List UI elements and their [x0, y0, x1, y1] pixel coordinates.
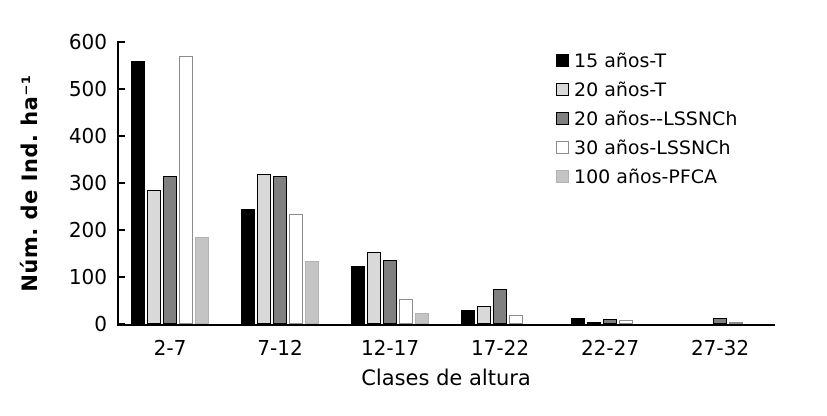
legend-swatch-100-a-os-pfca [556, 170, 569, 183]
y-tick-label-200: 200 [68, 218, 107, 242]
legend-label-15-a-os-t: 15 años-T [574, 49, 667, 72]
legend-item-20-a-os-t: 20 años-T [556, 75, 737, 104]
bar-30-a-os-lssnch-27-32 [729, 322, 743, 324]
x-tick-label-12-17: 12-17 [360, 336, 420, 360]
y-tick-label-500: 500 [68, 77, 107, 101]
y-tick-label-100: 100 [68, 265, 107, 289]
x-tick-label-27-32: 27-32 [690, 336, 750, 360]
x-axis-line [117, 324, 775, 326]
bar-20-a-os-lssnch-17-22 [493, 289, 507, 324]
legend-item-30-a-os-lssnch: 30 años-LSSNCh [556, 133, 737, 162]
legend-label-100-a-os-pfca: 100 años-PFCA [574, 165, 718, 188]
x-axis-title: Clases de altura [361, 366, 531, 390]
bar-15-a-os-t-12-17 [351, 266, 365, 324]
legend-label-20-a-os-t: 20 años-T [574, 78, 667, 101]
x-tick-label-22-27: 22-27 [580, 336, 640, 360]
x-tick-label-17-22: 17-22 [470, 336, 530, 360]
x-tick-label-2-7: 2-7 [153, 336, 187, 360]
legend: 15 años-T 20 años-T 20 años--LSSNCh 30 años… [556, 46, 737, 191]
bar-20-a-os-t-12-17 [367, 252, 381, 324]
y-tick-label-400: 400 [68, 124, 107, 148]
bar-15-a-os-t-7-12 [241, 209, 255, 324]
y-tick-mark-0 [117, 323, 125, 325]
y-axis-line [117, 42, 119, 326]
bar-15-a-os-t-17-22 [461, 310, 475, 324]
legend-swatch-15-a-os-t [556, 54, 569, 67]
y-tick-mark-500 [117, 88, 125, 90]
bar-20-a-os-lssnch-7-12 [273, 176, 287, 324]
bar-20-a-os-t-22-27 [587, 322, 601, 324]
bar-30-a-os-lssnch-17-22 [509, 315, 523, 324]
legend-swatch-20-a-os-lssnch [556, 112, 569, 125]
bar-20-a-os-t-2-7 [147, 190, 161, 324]
legend-item-20-a-os-lssnch: 20 años--LSSNCh [556, 104, 737, 133]
y-tick-mark-300 [117, 182, 125, 184]
bar-30-a-os-lssnch-7-12 [289, 214, 303, 324]
x-tick-label-7-12: 7-12 [257, 336, 303, 360]
y-tick-label-600: 600 [68, 30, 107, 54]
y-axis-title: Núm. de Ind. ha⁻¹ [18, 74, 42, 292]
bar-20-a-os-t-7-12 [257, 174, 271, 324]
bar-100-a-os-pfca-7-12 [305, 261, 319, 324]
bar-15-a-os-t-2-7 [131, 61, 145, 324]
bar-30-a-os-lssnch-12-17 [399, 299, 413, 324]
legend-item-100-a-os-pfca: 100 años-PFCA [556, 162, 737, 191]
y-tick-mark-200 [117, 229, 125, 231]
legend-item-15-a-os-t: 15 años-T [556, 46, 737, 75]
bar-30-a-os-lssnch-2-7 [179, 56, 193, 324]
legend-swatch-20-a-os-t [556, 83, 569, 96]
bar-20-a-os-lssnch-12-17 [383, 260, 397, 324]
y-tick-label-0: 0 [94, 312, 107, 336]
y-tick-mark-600 [117, 41, 125, 43]
bar-20-a-os-lssnch-2-7 [163, 176, 177, 324]
bar-20-a-os-lssnch-27-32 [713, 318, 727, 324]
bar-20-a-os-lssnch-22-27 [603, 319, 617, 324]
legend-swatch-30-a-os-lssnch [556, 141, 569, 154]
legend-label-20-a-os-lssnch: 20 años--LSSNCh [574, 107, 738, 130]
legend-label-30-a-os-lssnch: 30 años-LSSNCh [574, 136, 731, 159]
bar-20-a-os-t-17-22 [477, 306, 491, 324]
bar-100-a-os-pfca-12-17 [415, 313, 429, 324]
bar-15-a-os-t-22-27 [571, 318, 585, 324]
y-tick-label-300: 300 [68, 171, 107, 195]
y-tick-mark-100 [117, 276, 125, 278]
y-tick-mark-400 [117, 135, 125, 137]
bar-100-a-os-pfca-2-7 [195, 237, 209, 324]
bar-30-a-os-lssnch-22-27 [619, 320, 633, 324]
